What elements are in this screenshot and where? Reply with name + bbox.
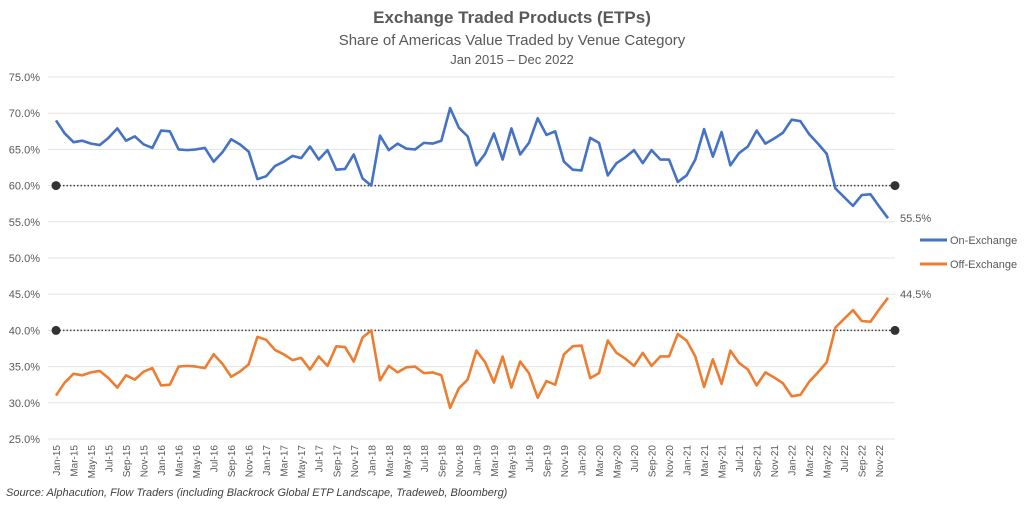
- x-tick-label: May-17: [297, 445, 308, 479]
- x-tick-label: Mar-22: [805, 445, 816, 477]
- x-tick-label: May-19: [507, 445, 518, 479]
- x-tick-label: Nov-22: [875, 445, 886, 478]
- x-tick-label: Sep-17: [332, 445, 343, 478]
- x-tick-label: May-21: [718, 445, 729, 479]
- y-tick-label: 45.0%: [9, 289, 40, 301]
- x-tick-label: Mar-19: [490, 445, 501, 477]
- x-tick-label: Nov-19: [560, 445, 571, 478]
- x-tick-label: Nov-15: [140, 445, 151, 478]
- y-tick-label: 30.0%: [9, 398, 40, 410]
- x-tick-label: Mar-18: [385, 445, 396, 477]
- x-tick-label: May-15: [87, 445, 98, 479]
- x-tick-label: Jul-18: [420, 445, 431, 473]
- y-tick-label: 75.0%: [9, 72, 40, 84]
- x-tick-label: Jan-17: [262, 445, 273, 476]
- series-line-on-exchange: [54, 106, 890, 219]
- y-tick-label: 35.0%: [9, 362, 40, 374]
- x-tick-label: Jul-20: [630, 445, 641, 473]
- x-tick-label: May-18: [402, 445, 413, 479]
- x-tick-label: Mar-16: [175, 445, 186, 477]
- x-tick-label: Sep-15: [122, 445, 133, 478]
- source-note: Source: Alphacution, Flow Traders (inclu…: [6, 487, 508, 499]
- y-tick-label: 50.0%: [9, 253, 40, 265]
- x-tick-label: Jul-17: [315, 445, 326, 473]
- x-tick-label: Mar-21: [700, 445, 711, 477]
- x-tick-label: Mar-20: [595, 445, 606, 477]
- x-tick-label: Mar-17: [280, 445, 291, 477]
- reference-marker: [890, 181, 900, 191]
- legend-label: On-Exchange: [950, 235, 1017, 247]
- x-tick-label: Jan-16: [157, 445, 168, 476]
- x-tick-label: Sep-16: [227, 445, 238, 478]
- x-tick-label: Jan-21: [683, 445, 694, 476]
- x-tick-label: Jul-16: [210, 445, 221, 473]
- y-tick-label: 65.0%: [9, 144, 40, 156]
- x-tick-label: Jan-15: [52, 445, 63, 476]
- y-tick-label: 55.0%: [9, 217, 40, 229]
- x-tick-label: Jan-19: [472, 445, 483, 476]
- x-tick-label: Nov-17: [350, 445, 361, 478]
- x-tick-label: Jan-18: [367, 445, 378, 476]
- x-tick-label: Sep-20: [648, 445, 659, 478]
- x-tick-label: Nov-20: [665, 445, 676, 478]
- x-tick-label: Nov-16: [245, 445, 256, 478]
- x-tick-label: May-20: [613, 445, 624, 479]
- x-tick-label: Mar-15: [70, 445, 81, 477]
- reference-marker: [890, 325, 900, 335]
- y-tick-label: 25.0%: [9, 434, 40, 446]
- y-tick-label: 70.0%: [9, 108, 40, 120]
- reference-marker: [51, 181, 61, 191]
- x-tick-label: Sep-22: [858, 445, 869, 478]
- x-tick-label: Nov-21: [770, 445, 781, 478]
- x-tick-label: Jul-19: [525, 445, 536, 473]
- x-tick-label: Sep-18: [437, 445, 448, 478]
- chart-title: Exchange Traded Products (ETPs): [373, 8, 651, 27]
- x-tick-label: Jul-22: [840, 445, 851, 473]
- x-tick-label: Sep-19: [542, 445, 553, 478]
- end-value-label: 55.5%: [900, 213, 931, 225]
- x-tick-label: Jul-21: [735, 445, 746, 473]
- legend-label: Off-Exchange: [950, 259, 1017, 271]
- x-tick-label: Sep-21: [753, 445, 764, 478]
- x-tick-label: May-22: [823, 445, 834, 479]
- chart-subtitle: Share of Americas Value Traded by Venue …: [338, 32, 686, 49]
- x-tick-label: Nov-18: [455, 445, 466, 478]
- reference-marker: [51, 325, 61, 335]
- x-tick-label: Jan-20: [577, 445, 588, 476]
- x-tick-label: Jan-22: [788, 445, 799, 476]
- y-tick-label: 40.0%: [9, 325, 40, 337]
- x-tick-label: Jul-15: [105, 445, 116, 473]
- chart-date-range: Jan 2015 – Dec 2022: [450, 52, 574, 67]
- x-tick-label: May-16: [192, 445, 203, 479]
- end-value-label: 44.5%: [900, 289, 931, 301]
- series-line-off-exchange: [54, 297, 890, 410]
- y-tick-label: 60.0%: [9, 181, 40, 193]
